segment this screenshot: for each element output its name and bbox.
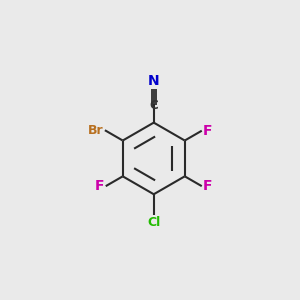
Text: F: F <box>203 124 212 138</box>
Text: F: F <box>203 179 212 193</box>
Text: Cl: Cl <box>147 216 160 229</box>
Text: C: C <box>149 99 158 112</box>
Text: Br: Br <box>88 124 104 137</box>
Text: F: F <box>95 179 105 193</box>
Text: N: N <box>148 74 160 88</box>
